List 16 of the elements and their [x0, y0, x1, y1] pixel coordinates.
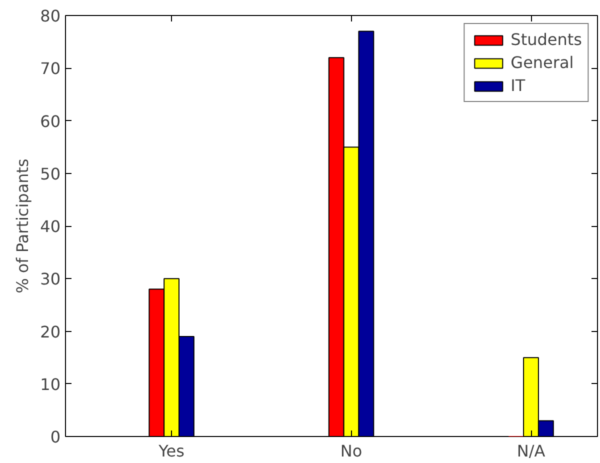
y-tick-label: 50	[40, 164, 60, 184]
y-tick-label: 70	[40, 59, 60, 78]
y-tick-label: 20	[40, 322, 60, 342]
y-axis-title: % of Participants	[13, 158, 32, 294]
x-tick-label: Yes	[158, 442, 184, 460]
y-tick-label: 30	[40, 270, 60, 289]
y-tick-label: 40	[40, 217, 60, 236]
legend-label: Students	[510, 30, 582, 49]
y-tick-label: 80	[40, 6, 60, 26]
legend-label: IT	[510, 76, 526, 95]
x-tick-label: No	[340, 442, 362, 460]
y-tick-label: 60	[40, 112, 60, 131]
x-tick-label: N/A	[516, 442, 546, 460]
y-tick-label: 0	[50, 428, 61, 446]
legend-label: General	[510, 53, 574, 72]
y-tick-label: 10	[40, 374, 60, 394]
